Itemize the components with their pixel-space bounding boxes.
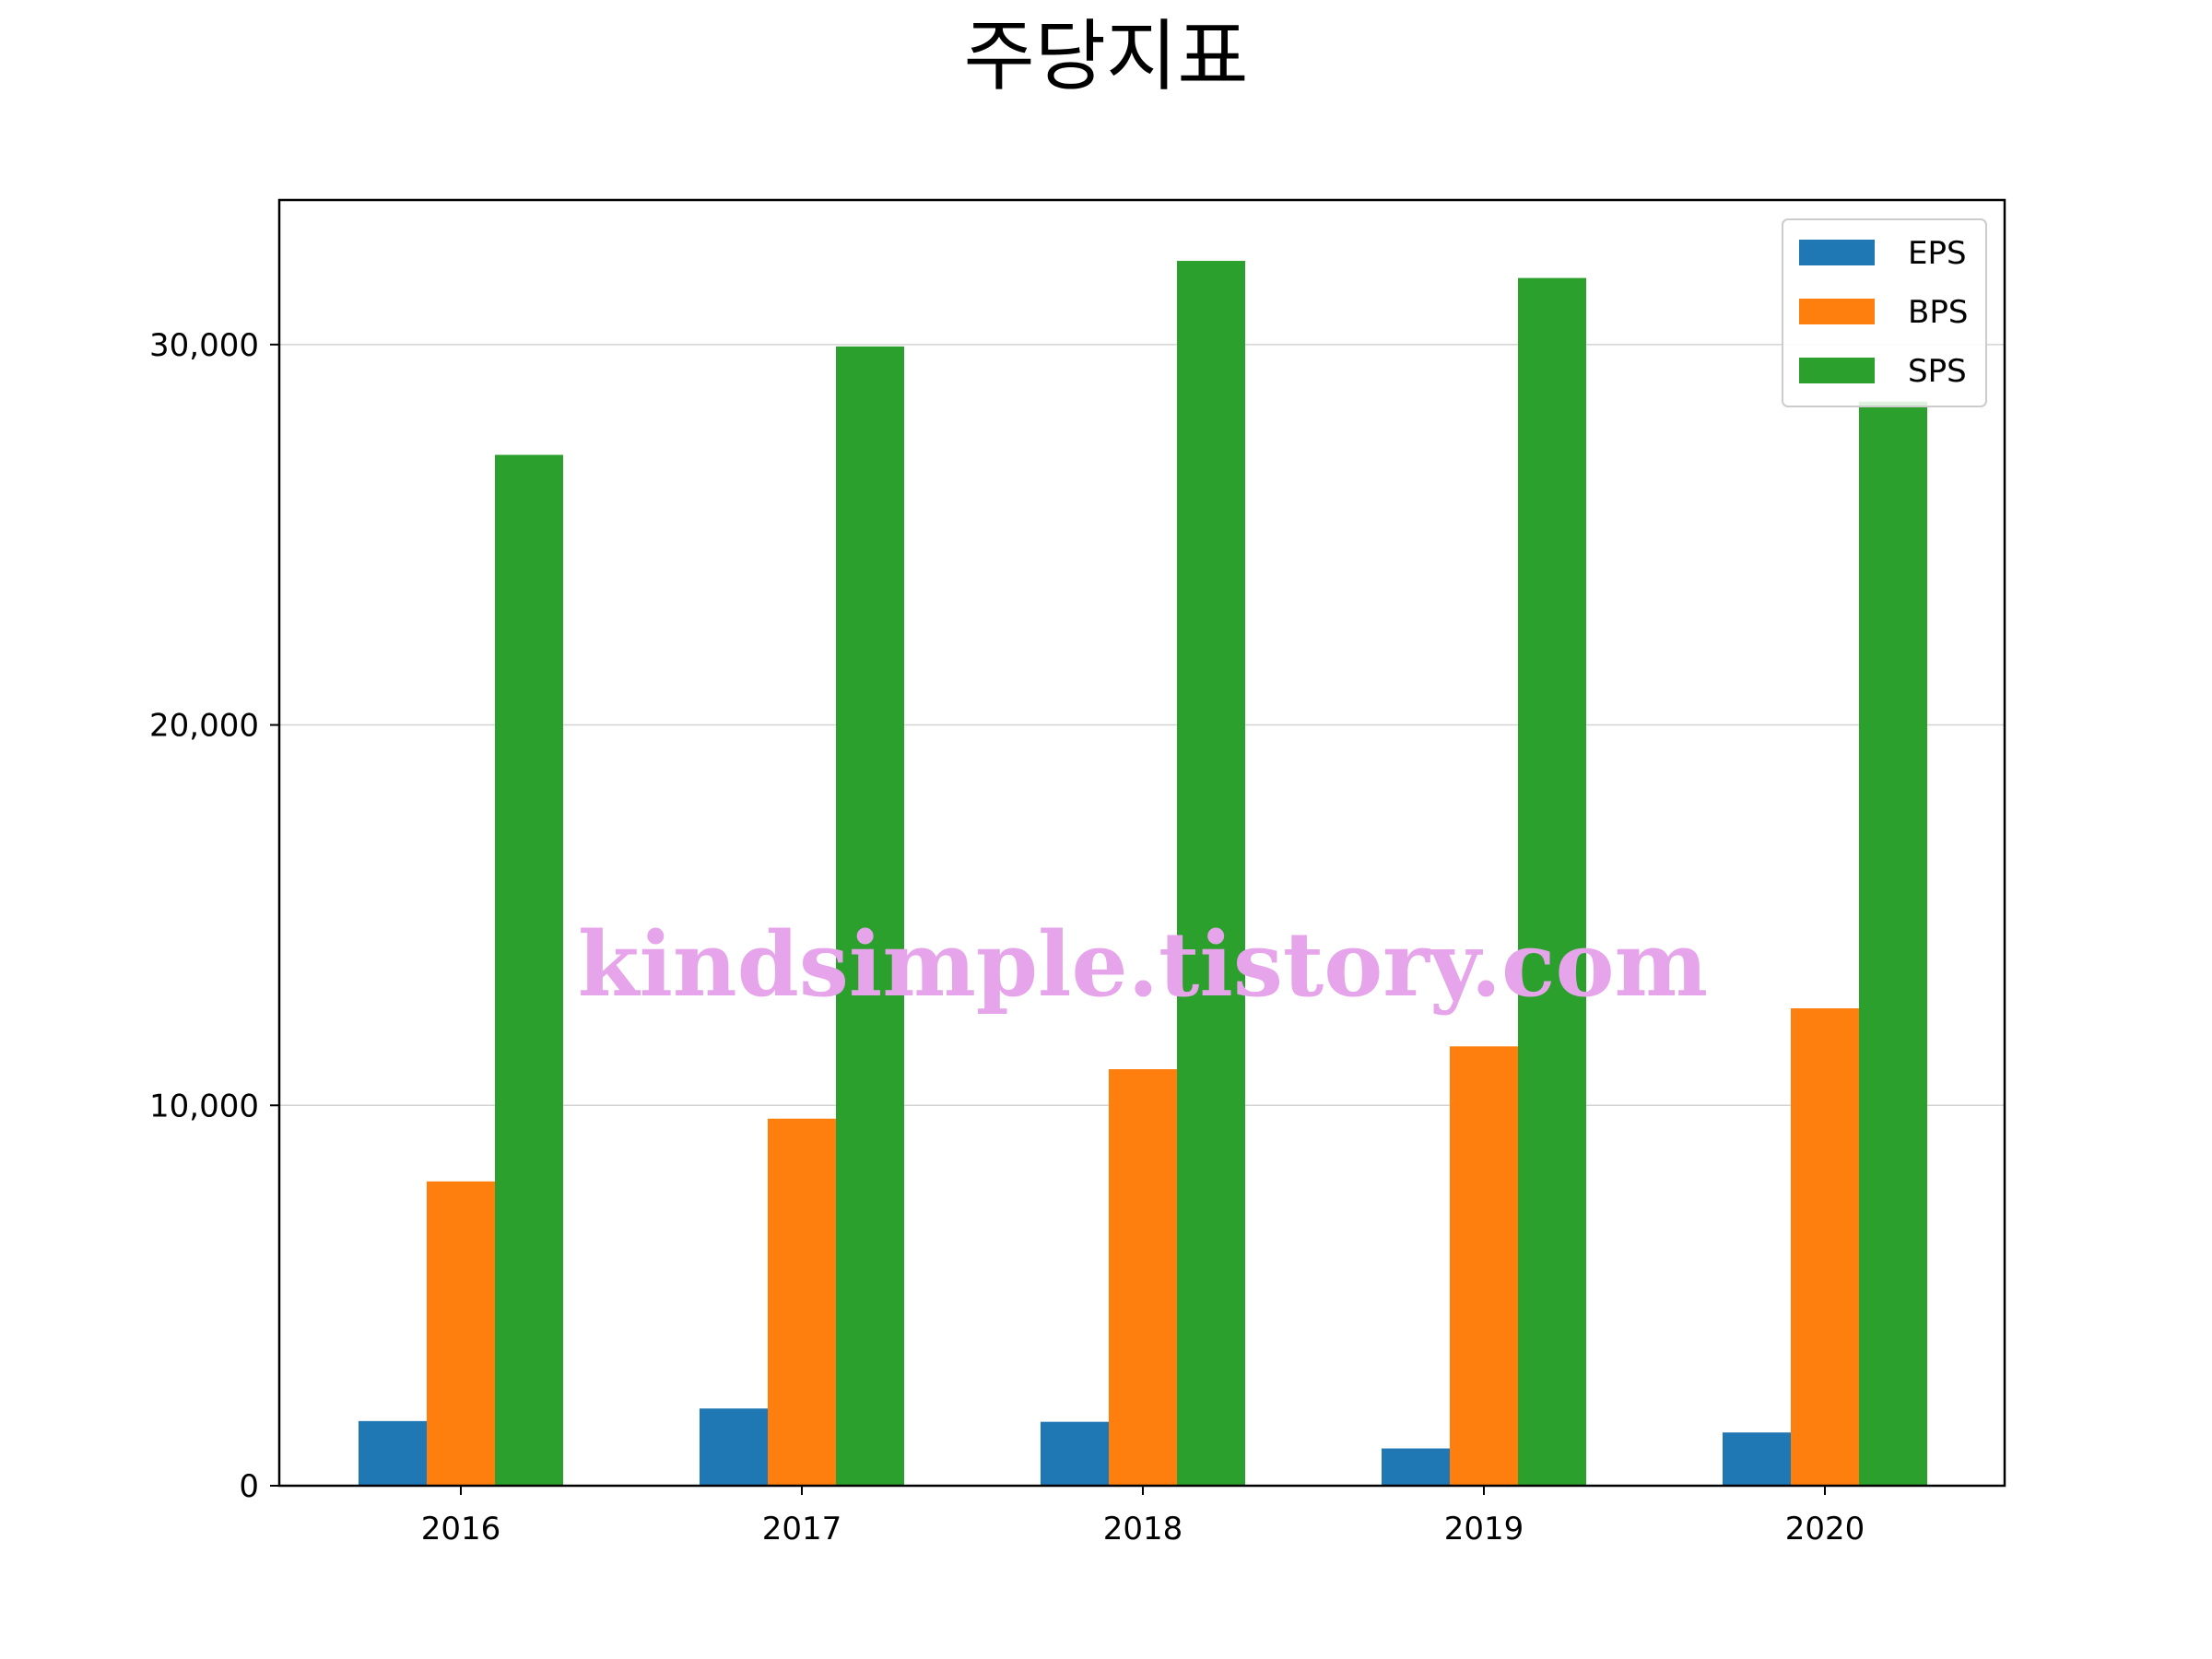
y-axis: 0 10,000 20,000 30,000	[149, 327, 279, 1505]
legend-label-eps: EPS	[1908, 235, 1967, 272]
bar-eps-2016	[359, 1420, 427, 1486]
legend: EPS BPS SPS	[1782, 218, 1987, 407]
bar-sps-2020	[1859, 401, 1927, 1486]
y-tick-label: 20,000	[149, 708, 259, 745]
bar-bps-2016	[427, 1181, 495, 1486]
y-tick-label: 30,000	[149, 327, 259, 364]
chart-title: 주당지표	[963, 11, 1248, 101]
bar-sps-2019	[1518, 277, 1586, 1486]
bar-eps-2018	[1041, 1421, 1109, 1486]
bar-sps-2017	[836, 346, 904, 1486]
bars	[359, 261, 1927, 1486]
bar-eps-2019	[1382, 1448, 1450, 1486]
bar-eps-2017	[700, 1408, 768, 1486]
x-tick-label: 2017	[762, 1511, 842, 1547]
bar-bps-2019	[1450, 1046, 1518, 1486]
bar-bps-2020	[1791, 1008, 1859, 1486]
legend-swatch-eps	[1799, 240, 1875, 265]
bar-sps-2016	[495, 454, 563, 1486]
legend-label-bps: BPS	[1908, 294, 1968, 331]
x-tick-label: 2016	[421, 1511, 501, 1547]
legend-swatch-sps	[1799, 358, 1875, 383]
x-tick-label: 2018	[1103, 1511, 1183, 1547]
bar-eps-2020	[1723, 1432, 1791, 1486]
x-axis: 2016 2017 2018 2019 2020	[421, 1486, 1865, 1547]
bar-bps-2017	[768, 1118, 836, 1486]
bar-sps-2018	[1177, 261, 1245, 1486]
legend-swatch-bps	[1799, 299, 1875, 324]
legend-label-sps: SPS	[1908, 353, 1967, 390]
y-tick-label: 10,000	[149, 1088, 259, 1124]
x-tick-label: 2020	[1785, 1511, 1865, 1547]
watermark-text: kindsimple.tistory.com	[578, 912, 1708, 1017]
bar-bps-2018	[1109, 1069, 1177, 1486]
y-tick-label: 0	[239, 1468, 259, 1505]
x-tick-label: 2019	[1444, 1511, 1524, 1547]
